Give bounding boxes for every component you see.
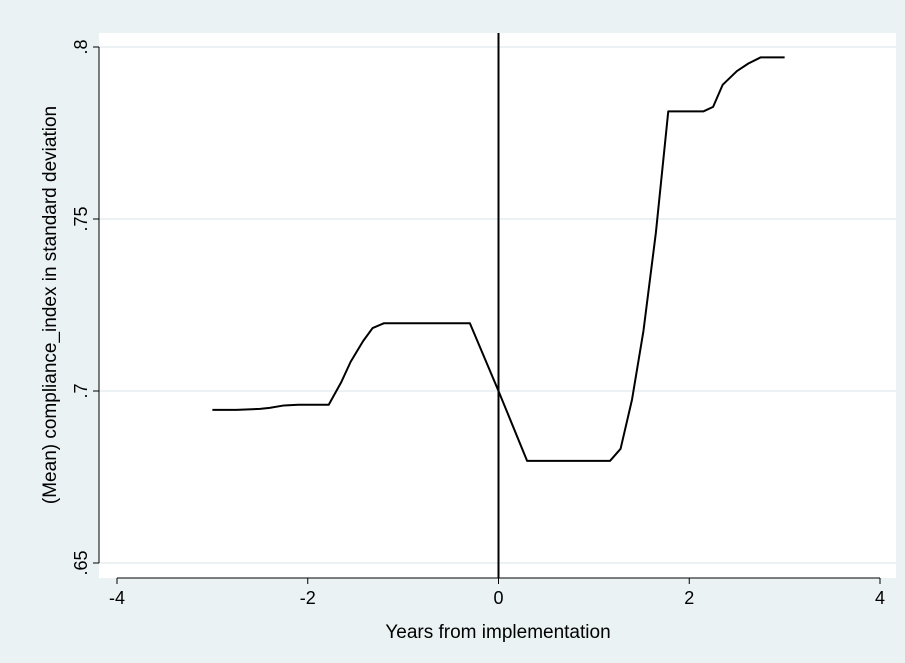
series-layer <box>212 56 785 462</box>
y-tick-label: .75 <box>71 206 91 231</box>
x-tick-label: 4 <box>875 588 885 608</box>
axes <box>93 46 881 584</box>
y-tick-label: .65 <box>71 550 91 575</box>
y-tick-label: .7 <box>71 383 91 398</box>
y-axis-title: (Mean) compliance_index in standard devi… <box>40 106 61 504</box>
x-tick-label: 0 <box>493 588 503 608</box>
x-tick-label: -2 <box>300 588 316 608</box>
x-tick-label: 2 <box>684 588 694 608</box>
x-tick-label: -4 <box>109 588 125 608</box>
y-tick-label: .8 <box>71 39 91 54</box>
series-line <box>212 56 785 462</box>
x-axis-title: Years from implementation <box>385 622 610 643</box>
tick-labels: .65 .7 .75 .8 -4 -2 0 2 4 <box>71 39 885 608</box>
